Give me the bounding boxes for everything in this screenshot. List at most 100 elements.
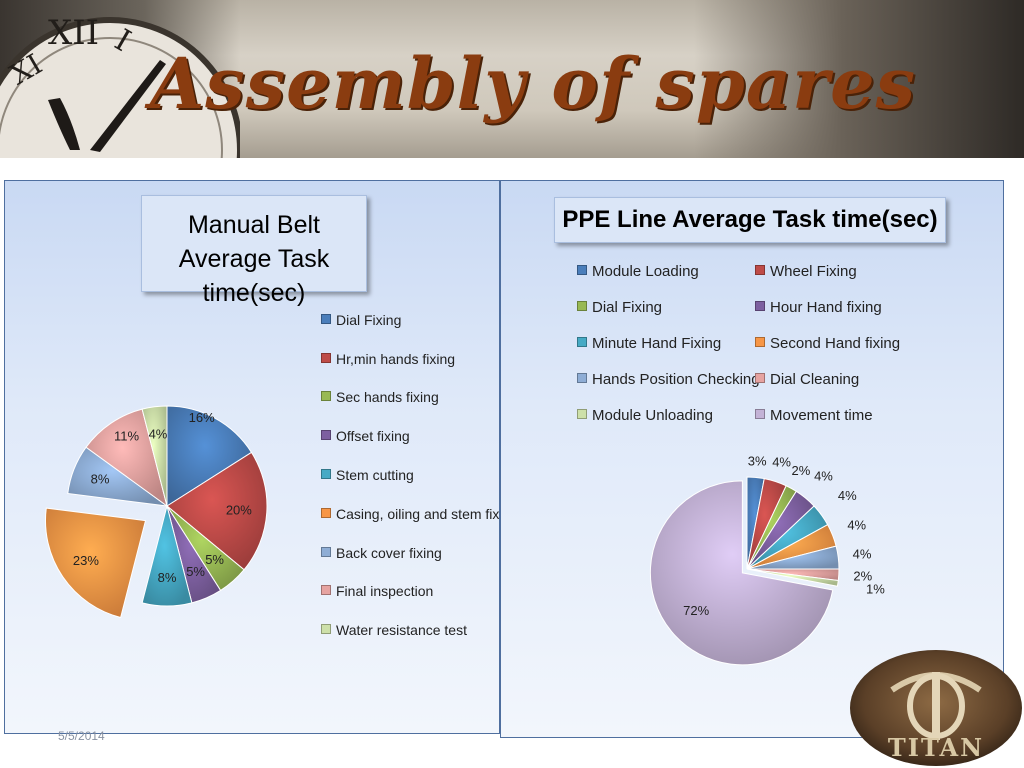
legend-swatch: [755, 301, 765, 311]
legend-item-wheel-fixing: Wheel Fixing: [755, 263, 857, 280]
legend-label: Back cover fixing: [336, 545, 442, 561]
ppe-line-pie: 3% 4%2% 4%4%4%4%2%1%72%: [649, 453, 885, 666]
title-banner: XII I XI Assembly of spares: [0, 0, 1024, 158]
banner-shade-right: [694, 0, 1024, 158]
manual-belt-chart-title: Manual Belt Average Task time(sec): [141, 195, 367, 307]
legend-swatch: [321, 508, 331, 518]
pie-slice-stem-cutting: [141, 505, 193, 607]
legend-label: Dial Fixing: [592, 299, 663, 316]
legend-label: Minute Hand Fixing: [592, 335, 722, 352]
pie-label-dial-fixing: 2%: [792, 463, 811, 478]
legend-swatch: [321, 391, 331, 401]
logo-text: TITAN: [888, 733, 984, 762]
legend-item-hour-hand-fixing: Hour Hand fixing: [755, 299, 882, 316]
pie-label-stem-cutting: 8%: [158, 570, 177, 585]
pie-label-final-inspection: 11%: [114, 428, 139, 443]
legend-label: Wheel Fixing: [770, 263, 857, 280]
legend-swatch: [577, 301, 587, 311]
legend-swatch: [321, 547, 331, 557]
legend-item-movement-time: Movement time: [755, 407, 873, 424]
legend-item-sec-hands-fixing: Sec hands fixing: [321, 389, 439, 405]
legend-label: Dial Cleaning: [770, 371, 860, 388]
legend-label: Offset fixing: [336, 428, 410, 444]
legend-swatch: [577, 373, 587, 383]
manual-belt-pie: 16% 20% 5%5% 8% 23% 8% 11% 4%: [45, 405, 268, 619]
legend-label: Module Unloading: [592, 407, 713, 424]
legend-label: Movement time: [770, 407, 873, 424]
pie-slice-movement-time: [649, 480, 834, 666]
pie-slice-hr-min-hands-fixing: [166, 451, 268, 571]
pie-slice-water-resistance-test: [141, 405, 168, 507]
legend-item-minute-hand-fixing: Minute Hand Fixing: [577, 335, 721, 352]
pie-slice-casing-oiling-and-stem-fixing: [45, 507, 147, 619]
legend-item-module-unloading: Module Unloading: [577, 407, 713, 424]
chart-title-line-1: Manual Belt: [187, 211, 321, 239]
legend-item-module-loading: Module Loading: [577, 263, 699, 280]
pie-slice-module-unloading: [746, 568, 839, 587]
legend-label: Final inspection: [336, 583, 434, 599]
legend-swatch: [755, 409, 765, 419]
legend-swatch: [321, 469, 331, 479]
pie-slice-dial-fixing: [166, 405, 253, 507]
legend-swatch: [321, 585, 331, 595]
legend-item-dial-fixing: Dial Fixing: [577, 299, 662, 316]
legend-item-second-hand-fixing: Second Hand fixing: [755, 335, 900, 352]
legend-item-stem-cutting: Stem cutting: [321, 467, 414, 483]
legend-label: Dial Fixing: [336, 312, 402, 328]
legend-swatch: [321, 624, 331, 634]
titan-logo: TITAN: [850, 650, 1022, 766]
pie-label-water-resistance-test: 4%: [149, 427, 168, 442]
legend-swatch: [321, 314, 331, 324]
legend-item-water-resistance-test: Water resistance test: [321, 622, 467, 638]
legend-item-final-inspection: Final inspection: [321, 583, 433, 599]
chart-title-line-2: Average Task time(sec): [178, 245, 330, 307]
pie-label-hr-min-hands-fixing: 20%: [226, 503, 252, 518]
legend-item-casing-oiling-and-stem-fixing: Casing, oiling and stem fixing: [321, 506, 500, 522]
pie-label-back-cover-fixing: 8%: [91, 471, 110, 486]
legend-swatch: [755, 265, 765, 275]
legend-swatch: [321, 430, 331, 440]
clock-face-decoration: XII I XI: [0, 13, 240, 158]
legend-label: Casing, oiling and stem fixing: [336, 506, 500, 522]
pie-label-casing-oiling-and-stem-fixing: 23%: [73, 553, 99, 568]
legend-item-offset-fixing: Offset fixing: [321, 428, 410, 444]
pie-label-hour-hand-fixing: 4%: [814, 469, 833, 484]
legend-label: Second Hand fixing: [770, 335, 901, 352]
svg-text:XII: XII: [48, 13, 99, 53]
pie-label-sec-hands-fixing: 5%: [205, 552, 224, 567]
pie-label-movement-time: 72%: [683, 603, 709, 618]
legend-swatch: [577, 337, 587, 347]
legend-swatch: [577, 409, 587, 419]
legend-item-dial-fixing: Dial Fixing: [321, 312, 401, 328]
legend-label: Hour Hand fixing: [770, 299, 882, 316]
footer-date: 5/5/2014: [58, 729, 105, 743]
pie-label-second-hand-fixing: 4%: [847, 518, 866, 533]
legend-item-hands-position-checking: Hands Position Checking: [577, 371, 760, 388]
ppe-line-chart-title: PPE Line Average Task time(sec): [554, 197, 946, 243]
pie-label-dial-fixing: 16%: [189, 410, 215, 425]
pie-label-wheel-fixing: 4%: [772, 454, 791, 469]
legend-swatch: [577, 265, 587, 275]
pie-slice-final-inspection: [85, 408, 168, 508]
pie-label-minute-hand-fixing: 4%: [838, 488, 857, 503]
ppe-line-chart-panel: PPE Line Average Task time(sec) Module L…: [500, 180, 1004, 738]
legend-item-dial-cleaning: Dial Cleaning: [755, 371, 859, 388]
legend-label: Sec hands fixing: [336, 389, 439, 405]
legend-swatch: [321, 353, 331, 363]
legend-label: Hr,min hands fixing: [336, 351, 456, 367]
legend-swatch: [755, 337, 765, 347]
pie-label-offset-fixing: 5%: [186, 564, 205, 579]
legend-label: Module Loading: [592, 263, 699, 280]
pie-label-module-unloading: 1%: [866, 581, 885, 596]
legend-item-back-cover-fixing: Back cover fixing: [321, 545, 442, 561]
slide-title: Assembly of spares: [150, 42, 917, 125]
legend-label: Water resistance test: [336, 622, 467, 638]
manual-belt-chart-panel: Manual Belt Average Task time(sec) 16% 20…: [4, 180, 500, 734]
pie-label-module-loading: 3%: [748, 453, 767, 468]
legend-label: Stem cutting: [336, 467, 414, 483]
legend-item-hr-min-hands-fixing: Hr,min hands fixing: [321, 351, 455, 367]
pie-label-dial-cleaning: 2%: [853, 568, 872, 583]
legend-swatch: [755, 373, 765, 383]
legend-label: Hands Position Checking: [592, 371, 760, 388]
pie-label-hands-position-checking: 4%: [853, 546, 872, 561]
